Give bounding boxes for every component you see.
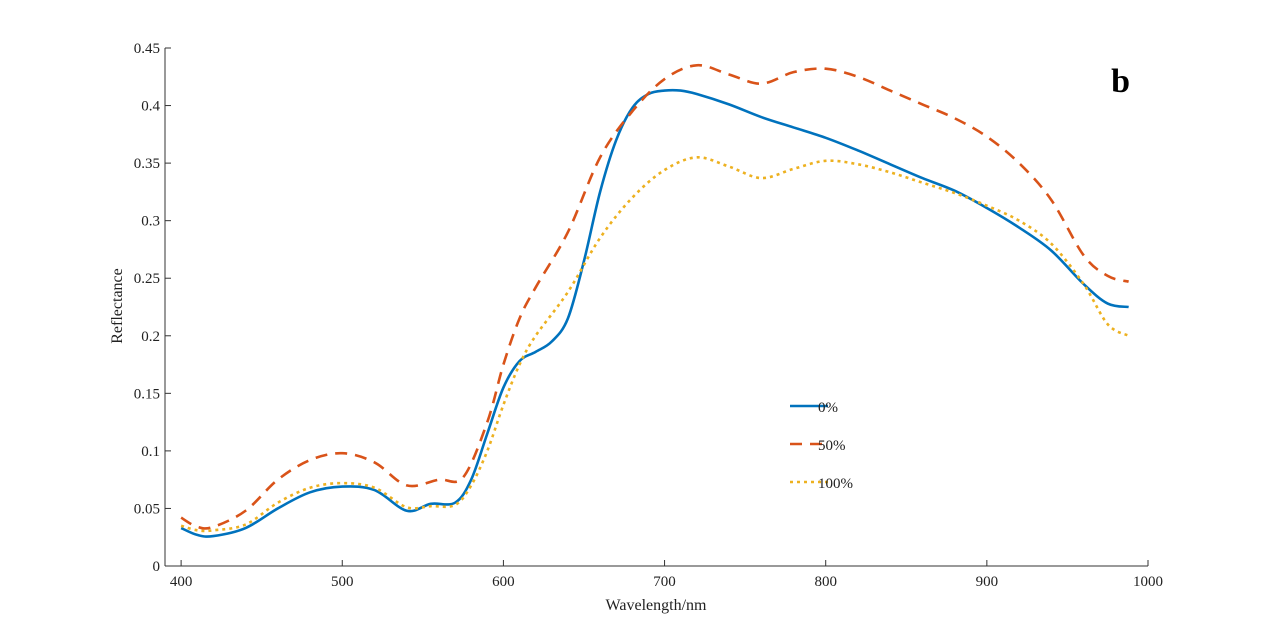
series-line-fifty: [180, 63, 1130, 530]
x-tick-label: 800: [814, 574, 837, 590]
series-line-hundred: [180, 156, 1130, 533]
y-tick-label: 0.4: [141, 99, 160, 115]
x-tick-label: 500: [331, 574, 354, 590]
y-tick-label: 0.25: [134, 271, 160, 287]
x-tick-label: 900: [976, 574, 999, 590]
legend: 0% 50% 100%: [790, 400, 853, 492]
legend-label: 0%: [818, 400, 838, 416]
legend-label: 50%: [818, 438, 846, 454]
y-axis-title: Reflectance: [109, 268, 126, 344]
x-tick-label: 700: [653, 574, 676, 590]
y-tick-label: 0: [153, 559, 161, 575]
x-axis-title: Wavelength/nm: [606, 597, 707, 614]
series-line-control: [180, 88, 1129, 538]
y-tick-label: 0.2: [141, 329, 160, 345]
y-tick-label: 0.35: [134, 156, 160, 172]
x-tick-label: 1000: [1133, 574, 1163, 590]
panel-label: b: [1111, 63, 1130, 100]
y-tick-label: 0.05: [134, 501, 160, 517]
axes: 400 500 600 700 800 900 1000 0 0.05 0.1 0.15 0.2 0.2…: [134, 41, 1163, 590]
y-tick-label: 0.1: [141, 444, 160, 460]
y-tick-label: 0.3: [141, 214, 160, 230]
legend-label: 100%: [818, 476, 853, 492]
x-tick-label: 400: [170, 574, 193, 590]
x-tick-label: 600: [492, 574, 515, 590]
y-tick-label: 0.45: [134, 41, 160, 57]
y-tick-label: 0.15: [134, 386, 160, 402]
plot-series: [180, 63, 1130, 538]
